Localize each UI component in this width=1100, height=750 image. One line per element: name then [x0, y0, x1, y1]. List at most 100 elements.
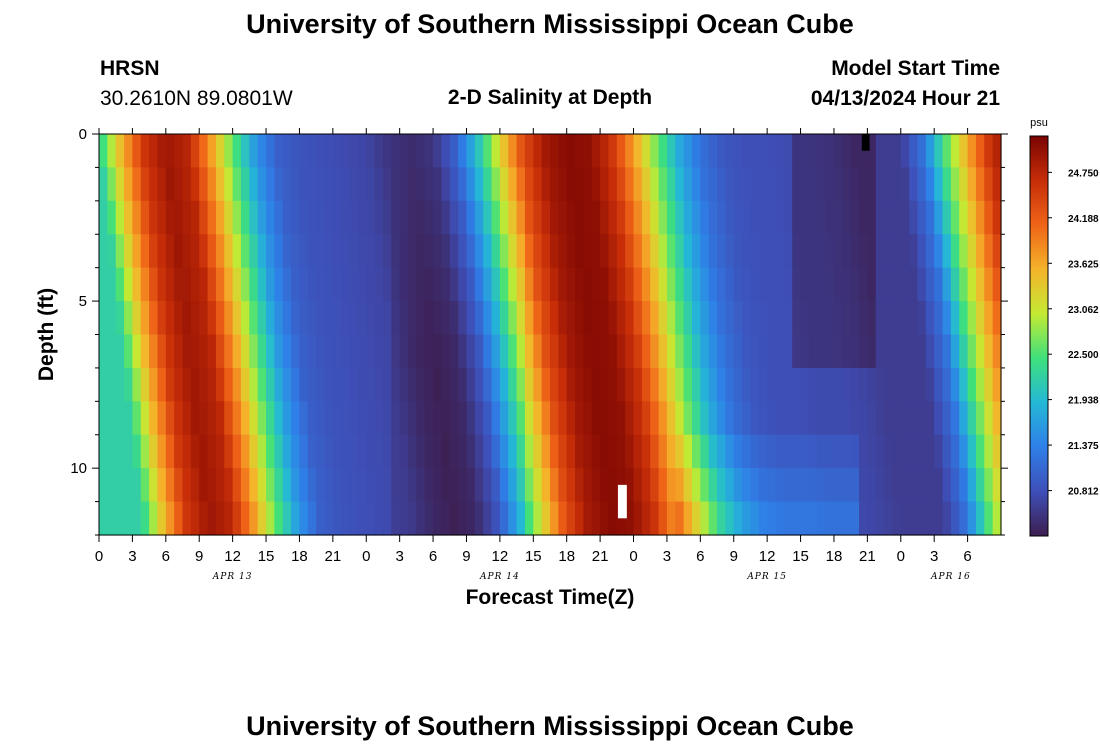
- heatmap-cell: [291, 367, 301, 402]
- heatmap-cell: [583, 468, 593, 503]
- heatmap-cell: [366, 367, 376, 402]
- heatmap-cell: [733, 267, 743, 302]
- heatmap-cell: [683, 301, 693, 336]
- heatmap-cell: [332, 167, 342, 202]
- heatmap-cell: [842, 334, 852, 369]
- heatmap-cell: [758, 334, 768, 369]
- heatmap-cell: [149, 367, 159, 402]
- heatmap-cell: [533, 267, 543, 302]
- heatmap-cell: [875, 334, 885, 369]
- heatmap-cell: [625, 267, 635, 302]
- heatmap-cell: [215, 167, 225, 202]
- heatmap-cell: [115, 367, 125, 402]
- heatmap-cell: [232, 334, 242, 369]
- heatmap-cell: [174, 468, 184, 503]
- heatmap-cell: [850, 468, 860, 503]
- heatmap-cell: [758, 134, 768, 169]
- heatmap-cell: [483, 501, 493, 536]
- heatmap-cell: [416, 134, 426, 169]
- heatmap-cell: [441, 367, 451, 402]
- heatmap-cell: [316, 267, 326, 302]
- heatmap-cell: [391, 367, 401, 402]
- heatmap-cell: [925, 468, 935, 503]
- heatmap-cell: [316, 167, 326, 202]
- colorbar-label: 21.938: [1068, 396, 1099, 407]
- heatmap-cell: [725, 367, 735, 402]
- heatmap-cell: [867, 167, 877, 202]
- heatmap-cell: [249, 401, 259, 436]
- heatmap-cell: [224, 134, 234, 169]
- heatmap-cell: [291, 334, 301, 369]
- heatmap-cell: [449, 501, 459, 536]
- heatmap-cell: [307, 267, 317, 302]
- heatmap-cell: [291, 234, 301, 269]
- heatmap-cell: [140, 301, 150, 336]
- heatmap-cell: [224, 367, 234, 402]
- heatmap-cell: [675, 334, 685, 369]
- heatmap-cell: [449, 301, 459, 336]
- heatmap-cell: [474, 301, 484, 336]
- heatmap-cell: [825, 401, 835, 436]
- heatmap-cell: [942, 334, 952, 369]
- heatmap-cell: [992, 401, 1002, 436]
- heatmap-cell: [357, 200, 367, 235]
- heatmap-cell: [190, 301, 200, 336]
- heatmap-cell: [717, 267, 726, 302]
- heatmap-cell: [207, 367, 217, 402]
- heatmap-cell: [483, 334, 493, 369]
- heatmap-cell: [107, 468, 117, 503]
- heatmap-cell: [583, 167, 593, 202]
- heatmap-cell: [516, 434, 526, 469]
- heatmap-cell: [666, 267, 676, 302]
- heatmap-cell: [800, 434, 810, 469]
- heatmap-cell: [182, 501, 192, 536]
- heatmap-cell: [357, 401, 367, 436]
- heatmap-cell: [249, 468, 259, 503]
- x-tick-label: 18: [291, 548, 308, 565]
- heatmap-cell: [99, 200, 108, 235]
- heatmap-cell: [132, 167, 142, 202]
- heatmap-cell: [316, 434, 326, 469]
- heatmap-cell: [416, 167, 426, 202]
- heatmap-cell: [950, 468, 960, 503]
- heatmap-cell: [717, 134, 726, 169]
- heatmap-cell: [733, 434, 743, 469]
- heatmap-cell: [934, 167, 944, 202]
- x-tick-label: 0: [362, 548, 370, 565]
- heatmap-cell: [900, 267, 910, 302]
- heatmap-cell: [575, 200, 585, 235]
- heatmap-cell: [575, 434, 585, 469]
- heatmap-cell: [157, 434, 167, 469]
- heatmap-cell: [99, 167, 108, 202]
- heatmap-cell: [207, 200, 217, 235]
- heatmap-cell: [341, 234, 351, 269]
- heatmap-cell: [441, 301, 451, 336]
- heatmap-cell: [950, 401, 960, 436]
- heatmap-cell: [884, 301, 894, 336]
- heatmap-cell: [909, 501, 919, 536]
- heatmap-cell: [758, 434, 768, 469]
- heatmap-cell: [499, 367, 509, 402]
- heatmap-cell: [583, 334, 593, 369]
- heatmap-cell: [984, 401, 994, 436]
- heatmap-cell: [424, 367, 434, 402]
- heatmap-cell: [658, 367, 668, 402]
- heatmap-cell: [641, 367, 651, 402]
- heatmap-cell: [817, 267, 827, 302]
- heatmap-cell: [374, 434, 384, 469]
- heatmap-cell: [433, 267, 443, 302]
- heatmap-cell: [240, 200, 250, 235]
- heatmap-cell: [917, 334, 927, 369]
- heatmap-cell: [800, 301, 810, 336]
- heatmap-cell: [875, 401, 885, 436]
- heatmap-cell: [282, 401, 292, 436]
- x-tick-label: 0: [95, 548, 103, 565]
- heatmap-cell: [149, 334, 159, 369]
- heatmap-cell: [341, 401, 351, 436]
- heatmap-cell: [124, 367, 134, 402]
- heatmap-cell: [825, 200, 835, 235]
- heatmap-cell: [750, 200, 760, 235]
- heatmap-cell: [808, 501, 818, 536]
- heatmap-cell: [341, 301, 351, 336]
- heatmap-cell: [708, 167, 718, 202]
